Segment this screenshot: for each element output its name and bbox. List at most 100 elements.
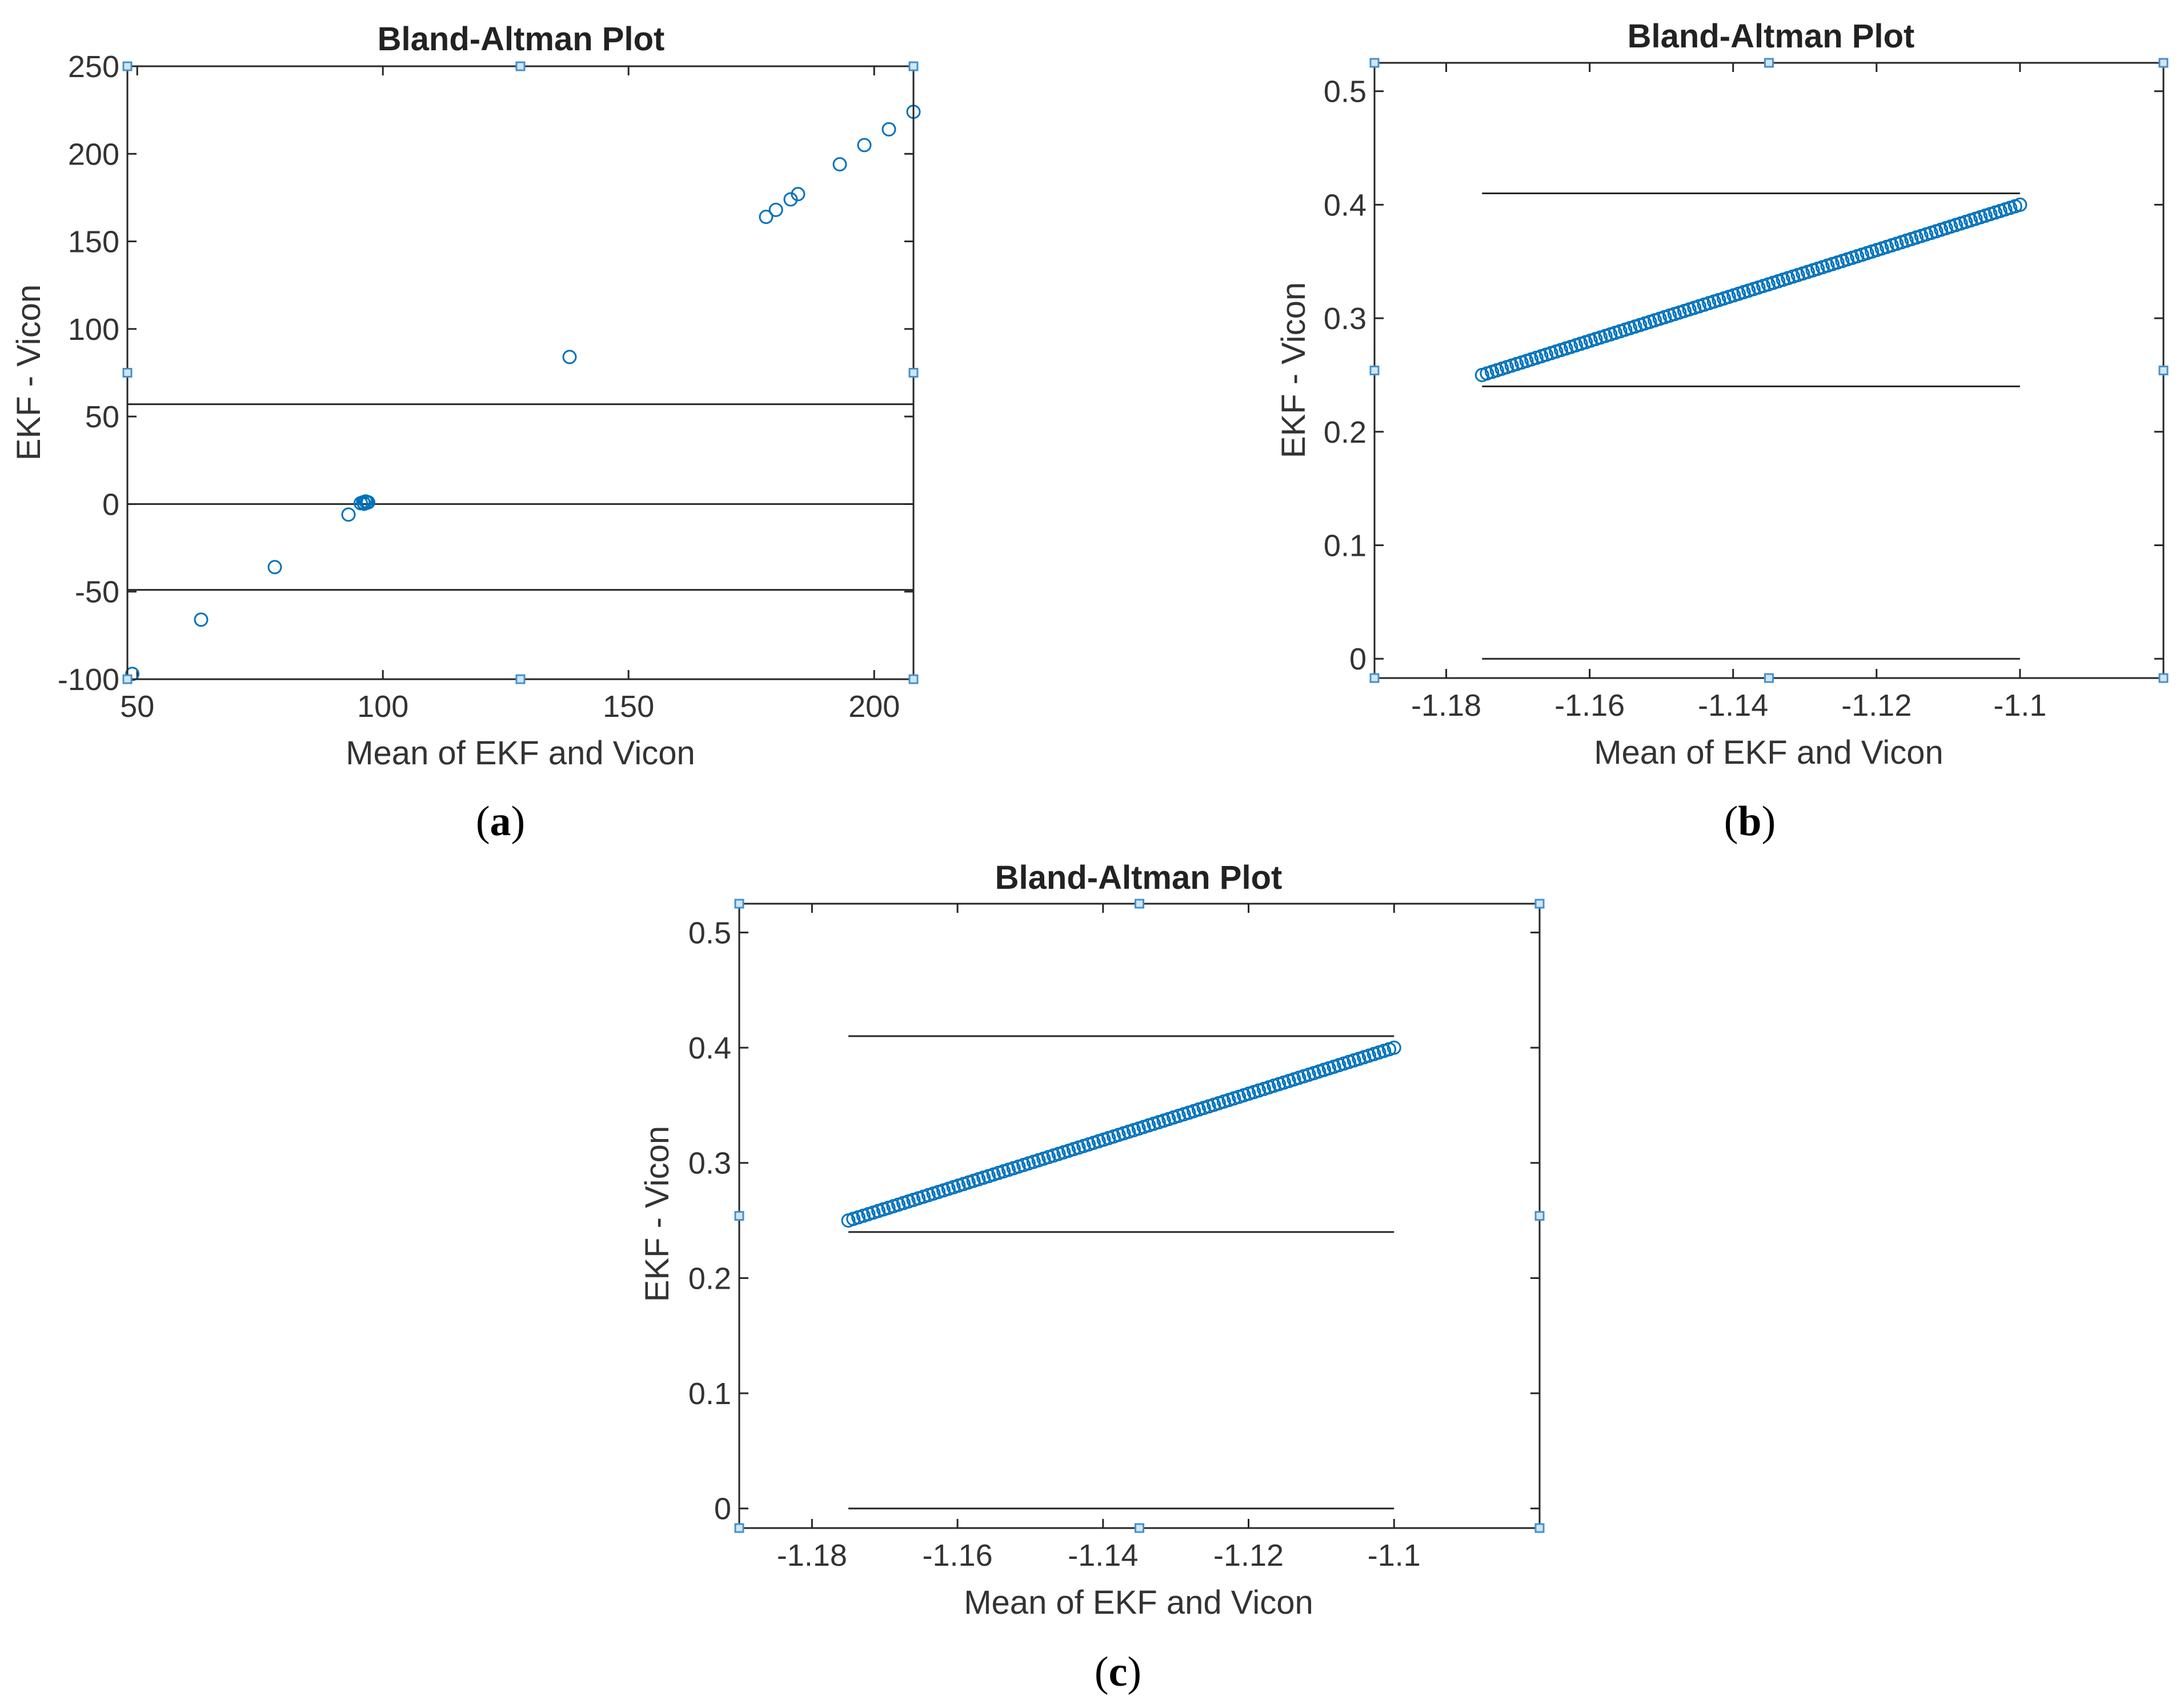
chart-c-xtick-label: -1.12 [1213,1538,1284,1573]
chart-b-data-point [2013,197,2027,212]
chart-b-reference-lines [1482,193,2020,660]
chart-b-ticks: -1.18 -1.16 -1.14 -1.12 -1.1 0 0.1 0.2 0.3 0.4 0.5 [1324,63,2163,723]
panel-b-label-letter: b [1738,798,1761,845]
chart-a-data-point [341,507,356,522]
chart-a-ytick-label: 200 [68,137,119,171]
chart-a-ytick-label: -50 [75,575,119,610]
chart-b-ytick-label: 0.1 [1324,529,1366,563]
chart-b-ytick-label: 0.4 [1324,188,1366,222]
chart-c-selection-handle[interactable] [1135,899,1144,909]
chart-c-selection-handle[interactable] [1534,1523,1545,1533]
chart-a-data-point [759,210,774,224]
chart-c-selection-handle[interactable] [734,1211,744,1221]
panel-a-label: (a) [476,798,525,845]
chart-a-data-point [783,192,798,207]
chart-c-selection-handle[interactable] [1135,1523,1144,1533]
chart-b-points [1474,197,2027,382]
chart-a-ytick-label: 250 [68,50,119,84]
chart-a-data-point [194,612,209,627]
chart-b-ytick-label: 0.3 [1324,302,1366,336]
chart-a-selection-handle[interactable] [122,61,133,71]
chart-a-ytick-label: 50 [85,400,119,434]
chart-a-xtick-label: 200 [848,689,900,724]
chart-a-data-point [562,350,577,364]
chart-c-selection-handle[interactable] [734,1523,744,1533]
chart-c-x-axis-label: Mean of EKF and Vicon [964,1584,1313,1621]
chart-b-xtick-label: -1.14 [1698,688,1768,723]
chart-a-data-point [768,202,783,217]
chart-c-selection-handle[interactable] [1534,899,1545,909]
chart-a-xtick-label: 50 [120,689,154,724]
chart-a-xtick-label: 150 [603,689,654,724]
chart-b-xtick-label: -1.12 [1841,688,1911,723]
chart-c-ytick-label: 0.1 [688,1377,731,1411]
chart-a-selection-handle[interactable] [908,368,919,378]
chart-a-points [125,105,921,681]
chart-a-data-point [267,560,282,575]
chart-b-selection-handle[interactable] [2158,673,2169,683]
panel-c-label: (c) [1095,1649,1141,1695]
chart-c-xtick-label: -1.16 [923,1538,993,1573]
chart-a-reference-lines [127,403,913,591]
chart-b-ytick-label: 0.5 [1324,75,1366,109]
chart-b-xtick-label: -1.16 [1554,688,1625,723]
chart-a-selection-handle[interactable] [122,368,133,378]
chart-a-selection-handle[interactable] [908,674,919,684]
chart-c-xtick-label: -1.14 [1068,1538,1138,1573]
panel-b-label: (b) [1724,798,1776,845]
chart-a-ticks: 50 100 150 200 -100 -50 0 50 100 150 200 250 [58,50,913,724]
chart-a-data-point [881,122,896,137]
chart-a-axes-frame [126,65,915,680]
chart-b-selection-handle[interactable] [2158,366,2169,375]
chart-b-title: Bland-Altman Plot [1628,18,1915,55]
chart-c-selection-handles [734,899,1545,1533]
panel-a: Bland-Altman Plot 50 100 150 200 -100 -50 0 50 1… [10,21,921,845]
chart-b-selection-handle[interactable] [1764,58,1774,68]
chart-a-selection-handle[interactable] [515,674,526,684]
chart-a-ytick-label: 0 [102,487,119,522]
chart-c-title: Bland-Altman Plot [995,859,1283,896]
chart-c-y-axis-label: EKF - Vicon [639,1126,676,1302]
panel-c-label-letter: c [1109,1649,1128,1695]
chart-b-x-axis-label: Mean of EKF and Vicon [1594,734,1943,771]
chart-c-ticks: -1.18 -1.16 -1.14 -1.12 -1.1 0 0.1 0.2 0.3 0.4 0.5 [688,904,1540,1573]
chart-a-data-point [791,187,806,202]
chart-a-data-point [832,157,847,172]
chart-b-xtick-label: -1.1 [1993,688,2046,723]
chart-a-ytick-label: 100 [68,312,119,347]
chart-b-selection-handle[interactable] [1764,673,1774,683]
chart-b-selection-handle[interactable] [1369,366,1380,375]
chart-a-xtick-label: 100 [357,689,408,724]
panel-a-label-letter: a [490,798,511,845]
chart-b-selection-handle[interactable] [2158,58,2169,68]
chart-c-ytick-label: 0.2 [688,1261,731,1296]
chart-a-ytick-label: -100 [58,663,119,697]
chart-c-ytick-label: 0.4 [688,1031,731,1065]
chart-c-selection-handle[interactable] [1534,1211,1545,1221]
chart-c-reference-lines [848,1035,1394,1510]
chart-c-data-point [1386,1040,1401,1055]
chart-a-selection-handle[interactable] [122,674,133,684]
chart-b-xtick-label: -1.18 [1411,688,1481,723]
chart-c-selection-handle[interactable] [734,899,744,909]
chart-a-x-axis-label: Mean of EKF and Vicon [346,735,695,772]
chart-c-ytick-label: 0.3 [688,1146,731,1181]
chart-a-y-axis-label: EKF - Vicon [10,284,47,460]
chart-c-xtick-label: -1.1 [1368,1538,1421,1573]
chart-a-selection-handle[interactable] [515,61,526,71]
chart-b-selection-handle[interactable] [1369,58,1380,68]
chart-a-ytick-label: 150 [68,225,119,259]
chart-c-ytick-label: 0 [714,1492,731,1526]
chart-b-selection-handle[interactable] [1369,673,1380,683]
chart-b-ytick-label: 0.2 [1324,415,1366,450]
chart-c-xtick-label: -1.18 [777,1538,847,1573]
chart-c-points [841,1040,1401,1228]
chart-a-title: Bland-Altman Plot [378,21,665,58]
chart-a-data-point [125,667,140,681]
chart-a-selection-handle[interactable] [908,61,919,71]
chart-b-y-axis-label: EKF - Vicon [1275,282,1312,458]
chart-a-selection-handles [122,61,919,684]
panel-c: Bland-Altman Plot -1.18 -1.16 -1.14 -1.12 -1… [639,859,1545,1695]
chart-b-ytick-label: 0 [1349,642,1366,676]
